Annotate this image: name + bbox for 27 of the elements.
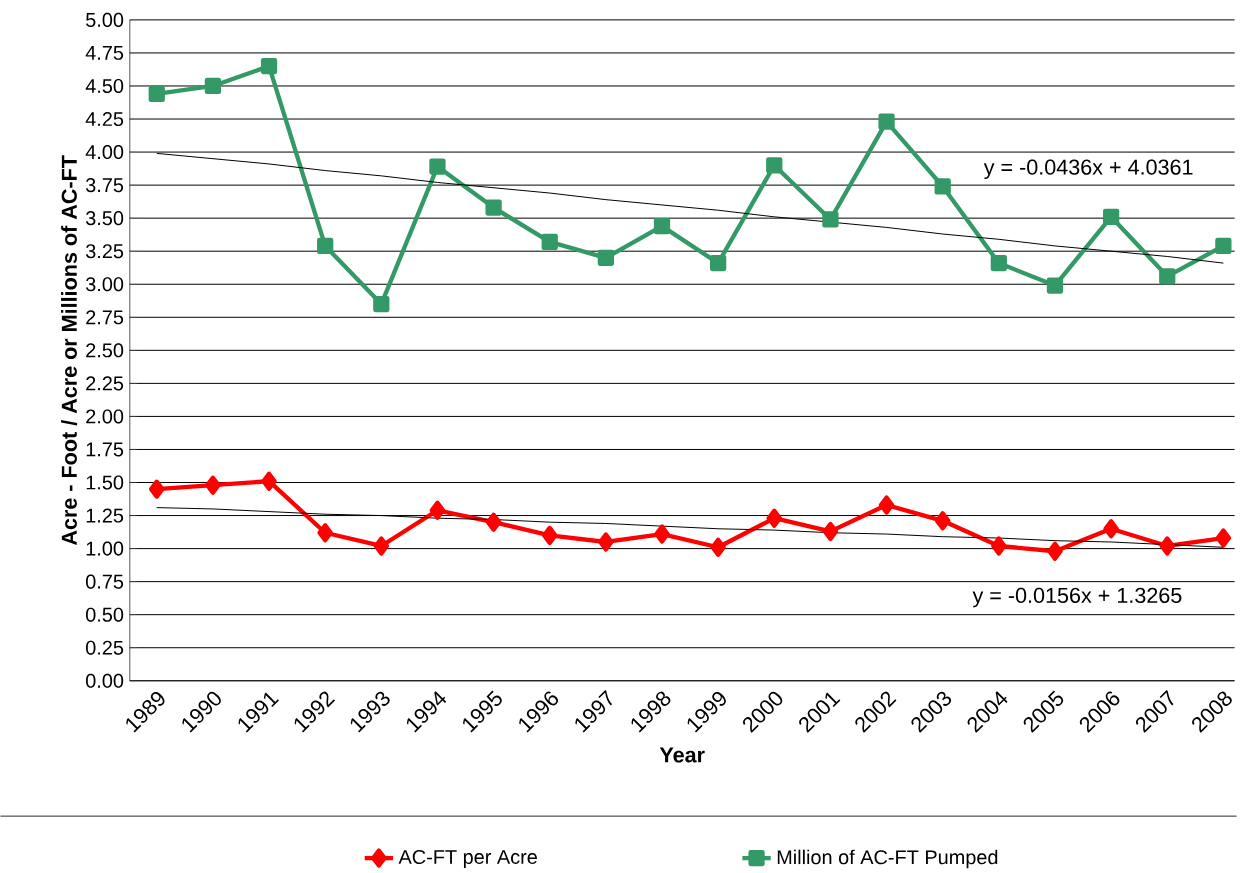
y-tick-label: 2.00 <box>86 409 124 424</box>
y-tick-label: 0.25 <box>85 640 124 655</box>
x-axis-title: Year <box>659 747 705 763</box>
annotation: y = -0.0156x + 1.3265 <box>972 587 1182 608</box>
y-tick-label: 1.00 <box>86 541 124 556</box>
y-tick-label: 1.25 <box>86 508 124 523</box>
y-tick-label: 3.75 <box>85 177 124 193</box>
y-tick-label: 2.25 <box>86 376 124 391</box>
y-tick-label: 2.50 <box>86 343 124 358</box>
y-tick-label: 0.75 <box>85 574 124 589</box>
y-tick-label: 3.25 <box>85 244 124 259</box>
y-tick-label: 4.75 <box>85 45 124 60</box>
y-tick-label: 3.50 <box>85 211 124 226</box>
legend-label: Million of AC-FT Pumped <box>777 849 998 869</box>
y-tick-label: 0.50 <box>85 607 124 622</box>
y-tick-label: 0.00 <box>85 673 124 688</box>
y-axis-title: Acre - Foot / Acre or Millions of AC-FT <box>61 155 78 545</box>
y-tick-label: 4.00 <box>85 144 124 160</box>
y-tick-label: 4.25 <box>85 111 124 126</box>
y-tick-label: 4.50 <box>85 78 124 93</box>
y-tick-label: 5.00 <box>86 12 124 27</box>
y-tick-label: 3.00 <box>85 277 124 292</box>
y-tick-label: 1.50 <box>86 475 124 490</box>
y-tick-label: 2.75 <box>86 310 124 325</box>
legend-label: AC-FT per Acre <box>398 849 537 868</box>
y-tick-label: 1.75 <box>86 442 124 457</box>
annotation: y = -0.0436x + 4.0361 <box>983 159 1193 179</box>
